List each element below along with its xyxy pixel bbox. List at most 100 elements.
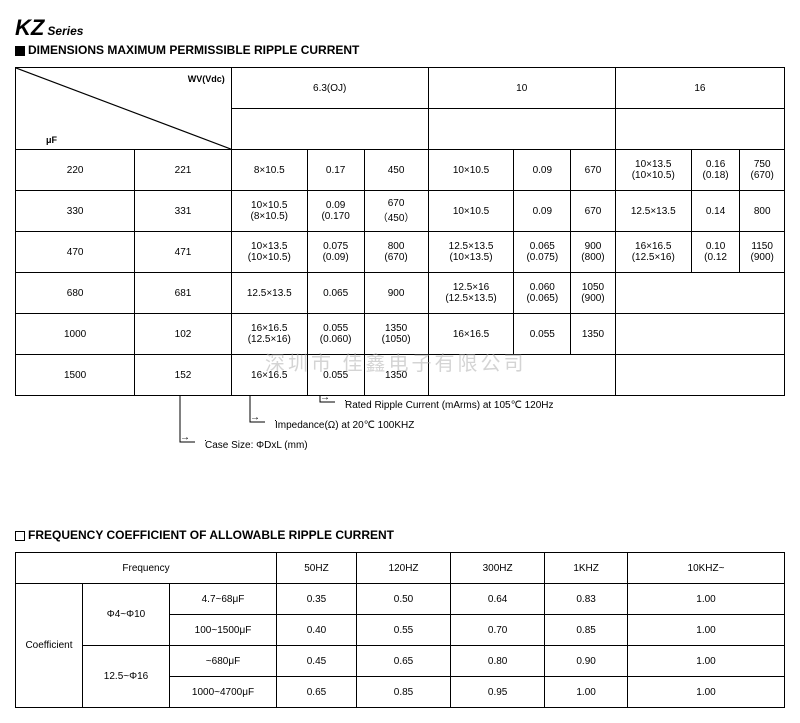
section2-title: FREQUENCY COEFFICIENT OF ALLOWABLE RIPPL…	[15, 528, 785, 542]
table-cell: 1350(1050)	[364, 314, 428, 355]
table-cell: 16×16.5	[428, 314, 514, 355]
table-cell: 0.09	[514, 191, 571, 232]
frequency-table: Frequency 50HZ 120HZ 300HZ 1KHZ 10KHZ~ C…	[15, 552, 785, 708]
cap-cell: ~680μF	[170, 646, 277, 677]
table-cell: 1350	[571, 314, 616, 355]
table-cell	[691, 355, 740, 396]
table-cell: 10×10.5(8×10.5)	[231, 191, 307, 232]
table-cell: 670	[571, 191, 616, 232]
table-cell: 900(800)	[571, 232, 616, 273]
table-cell: 10×10.5	[428, 191, 514, 232]
table-cell: 670	[571, 150, 616, 191]
freq-col: 50HZ	[277, 553, 357, 584]
table-cell: 0.055	[514, 314, 571, 355]
coef-cell: 0.85	[356, 677, 450, 708]
coef-cell: 1.00	[545, 677, 628, 708]
coef-cell: 0.45	[277, 646, 357, 677]
section1-title: DIMENSIONS MAXIMUM PERMISSIBLE RIPPLE CU…	[15, 43, 785, 57]
coef-cell: 1.00	[628, 584, 785, 615]
table-cell: 1350	[364, 355, 428, 396]
table-cell: 0.09	[514, 150, 571, 191]
table-cell: 680	[16, 273, 135, 314]
diag-uf: μF	[46, 135, 57, 145]
table-cell: 12.5×13.5(10×13.5)	[428, 232, 514, 273]
series-word: Series	[47, 24, 83, 38]
table-cell: 152	[135, 355, 232, 396]
coef-cell: 0.90	[545, 646, 628, 677]
table-cell: 12.5×13.5	[231, 273, 307, 314]
table-cell: 8×10.5	[231, 150, 307, 191]
table-cell: 16×16.5(12.5×16)	[231, 314, 307, 355]
table-cell: 220	[16, 150, 135, 191]
freq-col: 10KHZ~	[628, 553, 785, 584]
table-cell	[691, 314, 740, 355]
table-cell: 0.10(0.12	[691, 232, 740, 273]
table-cell: 800(670)	[364, 232, 428, 273]
table-cell: 900	[364, 273, 428, 314]
table-cell: 10×13.5(10×10.5)	[231, 232, 307, 273]
table-cell: 1150(900)	[740, 232, 785, 273]
table-cell	[428, 355, 514, 396]
table-cell: 450	[364, 150, 428, 191]
table-cell	[615, 314, 691, 355]
table-cell: 0.055(0.060)	[307, 314, 364, 355]
table-cell: 221	[135, 150, 232, 191]
diag-header: WV(Vdc) μF	[16, 68, 232, 150]
freq-col: 120HZ	[356, 553, 450, 584]
table-cell: 0.055	[307, 355, 364, 396]
table-cell	[740, 273, 785, 314]
table-cell: 16×16.5(12.5×16)	[615, 232, 691, 273]
table-cell: 102	[135, 314, 232, 355]
series-name: KZ	[15, 15, 44, 40]
table-cell: 0.17	[307, 150, 364, 191]
table-cell: 1500	[16, 355, 135, 396]
cap-cell: 4.7~68μF	[170, 584, 277, 615]
table-cell: 1000	[16, 314, 135, 355]
callout-legend: → Rated Ripple Current (mArms) at 105℃ 1…	[15, 396, 785, 466]
table-cell: 800	[740, 191, 785, 232]
cap-cell: 1000~4700μF	[170, 677, 277, 708]
coef-cell: 0.50	[356, 584, 450, 615]
freq-col: 1KHZ	[545, 553, 628, 584]
table-cell: 470	[16, 232, 135, 273]
voltage-63: 6.3(OJ)	[231, 68, 428, 109]
table-cell: 10×13.5(10×10.5)	[615, 150, 691, 191]
table-cell: 16×16.5	[231, 355, 307, 396]
coef-cell: 0.40	[277, 615, 357, 646]
dia-cell: Φ4~Φ10	[83, 584, 170, 646]
table-cell: 670（450）	[364, 191, 428, 232]
coef-cell: 0.64	[451, 584, 545, 615]
coef-cell: 1.00	[628, 615, 785, 646]
coef-cell: 1.00	[628, 677, 785, 708]
coef-cell: 0.35	[277, 584, 357, 615]
table-cell: 0.060(0.065)	[514, 273, 571, 314]
coef-cell: 0.95	[451, 677, 545, 708]
coef-cell: 0.80	[451, 646, 545, 677]
table-cell: 0.075(0.09)	[307, 232, 364, 273]
table-cell: 330	[16, 191, 135, 232]
table-cell: 681	[135, 273, 232, 314]
table-cell: 0.16(0.18)	[691, 150, 740, 191]
cap-cell: 100~1500μF	[170, 615, 277, 646]
table-cell	[571, 355, 616, 396]
voltage-10: 10	[428, 68, 615, 109]
coef-cell: 0.83	[545, 584, 628, 615]
table-cell: 0.065	[307, 273, 364, 314]
dimensions-table: WV(Vdc) μF 6.3(OJ) 10 16 2202218×10.50.1…	[15, 67, 785, 396]
table-cell	[740, 355, 785, 396]
table-cell: 1050(900)	[571, 273, 616, 314]
page-header: KZ Series	[15, 15, 785, 41]
table-cell: 10×10.5	[428, 150, 514, 191]
table-cell: 0.14	[691, 191, 740, 232]
diag-wv: WV(Vdc)	[188, 74, 225, 84]
coef-cell: 0.85	[545, 615, 628, 646]
table-cell	[691, 273, 740, 314]
table-cell	[740, 314, 785, 355]
table-cell: 331	[135, 191, 232, 232]
table-cell: 750(670)	[740, 150, 785, 191]
voltage-16: 16	[615, 68, 784, 109]
coef-cell: 0.65	[277, 677, 357, 708]
coef-header: Coefficient	[16, 584, 83, 708]
coef-cell: 0.65	[356, 646, 450, 677]
table-cell	[615, 355, 691, 396]
